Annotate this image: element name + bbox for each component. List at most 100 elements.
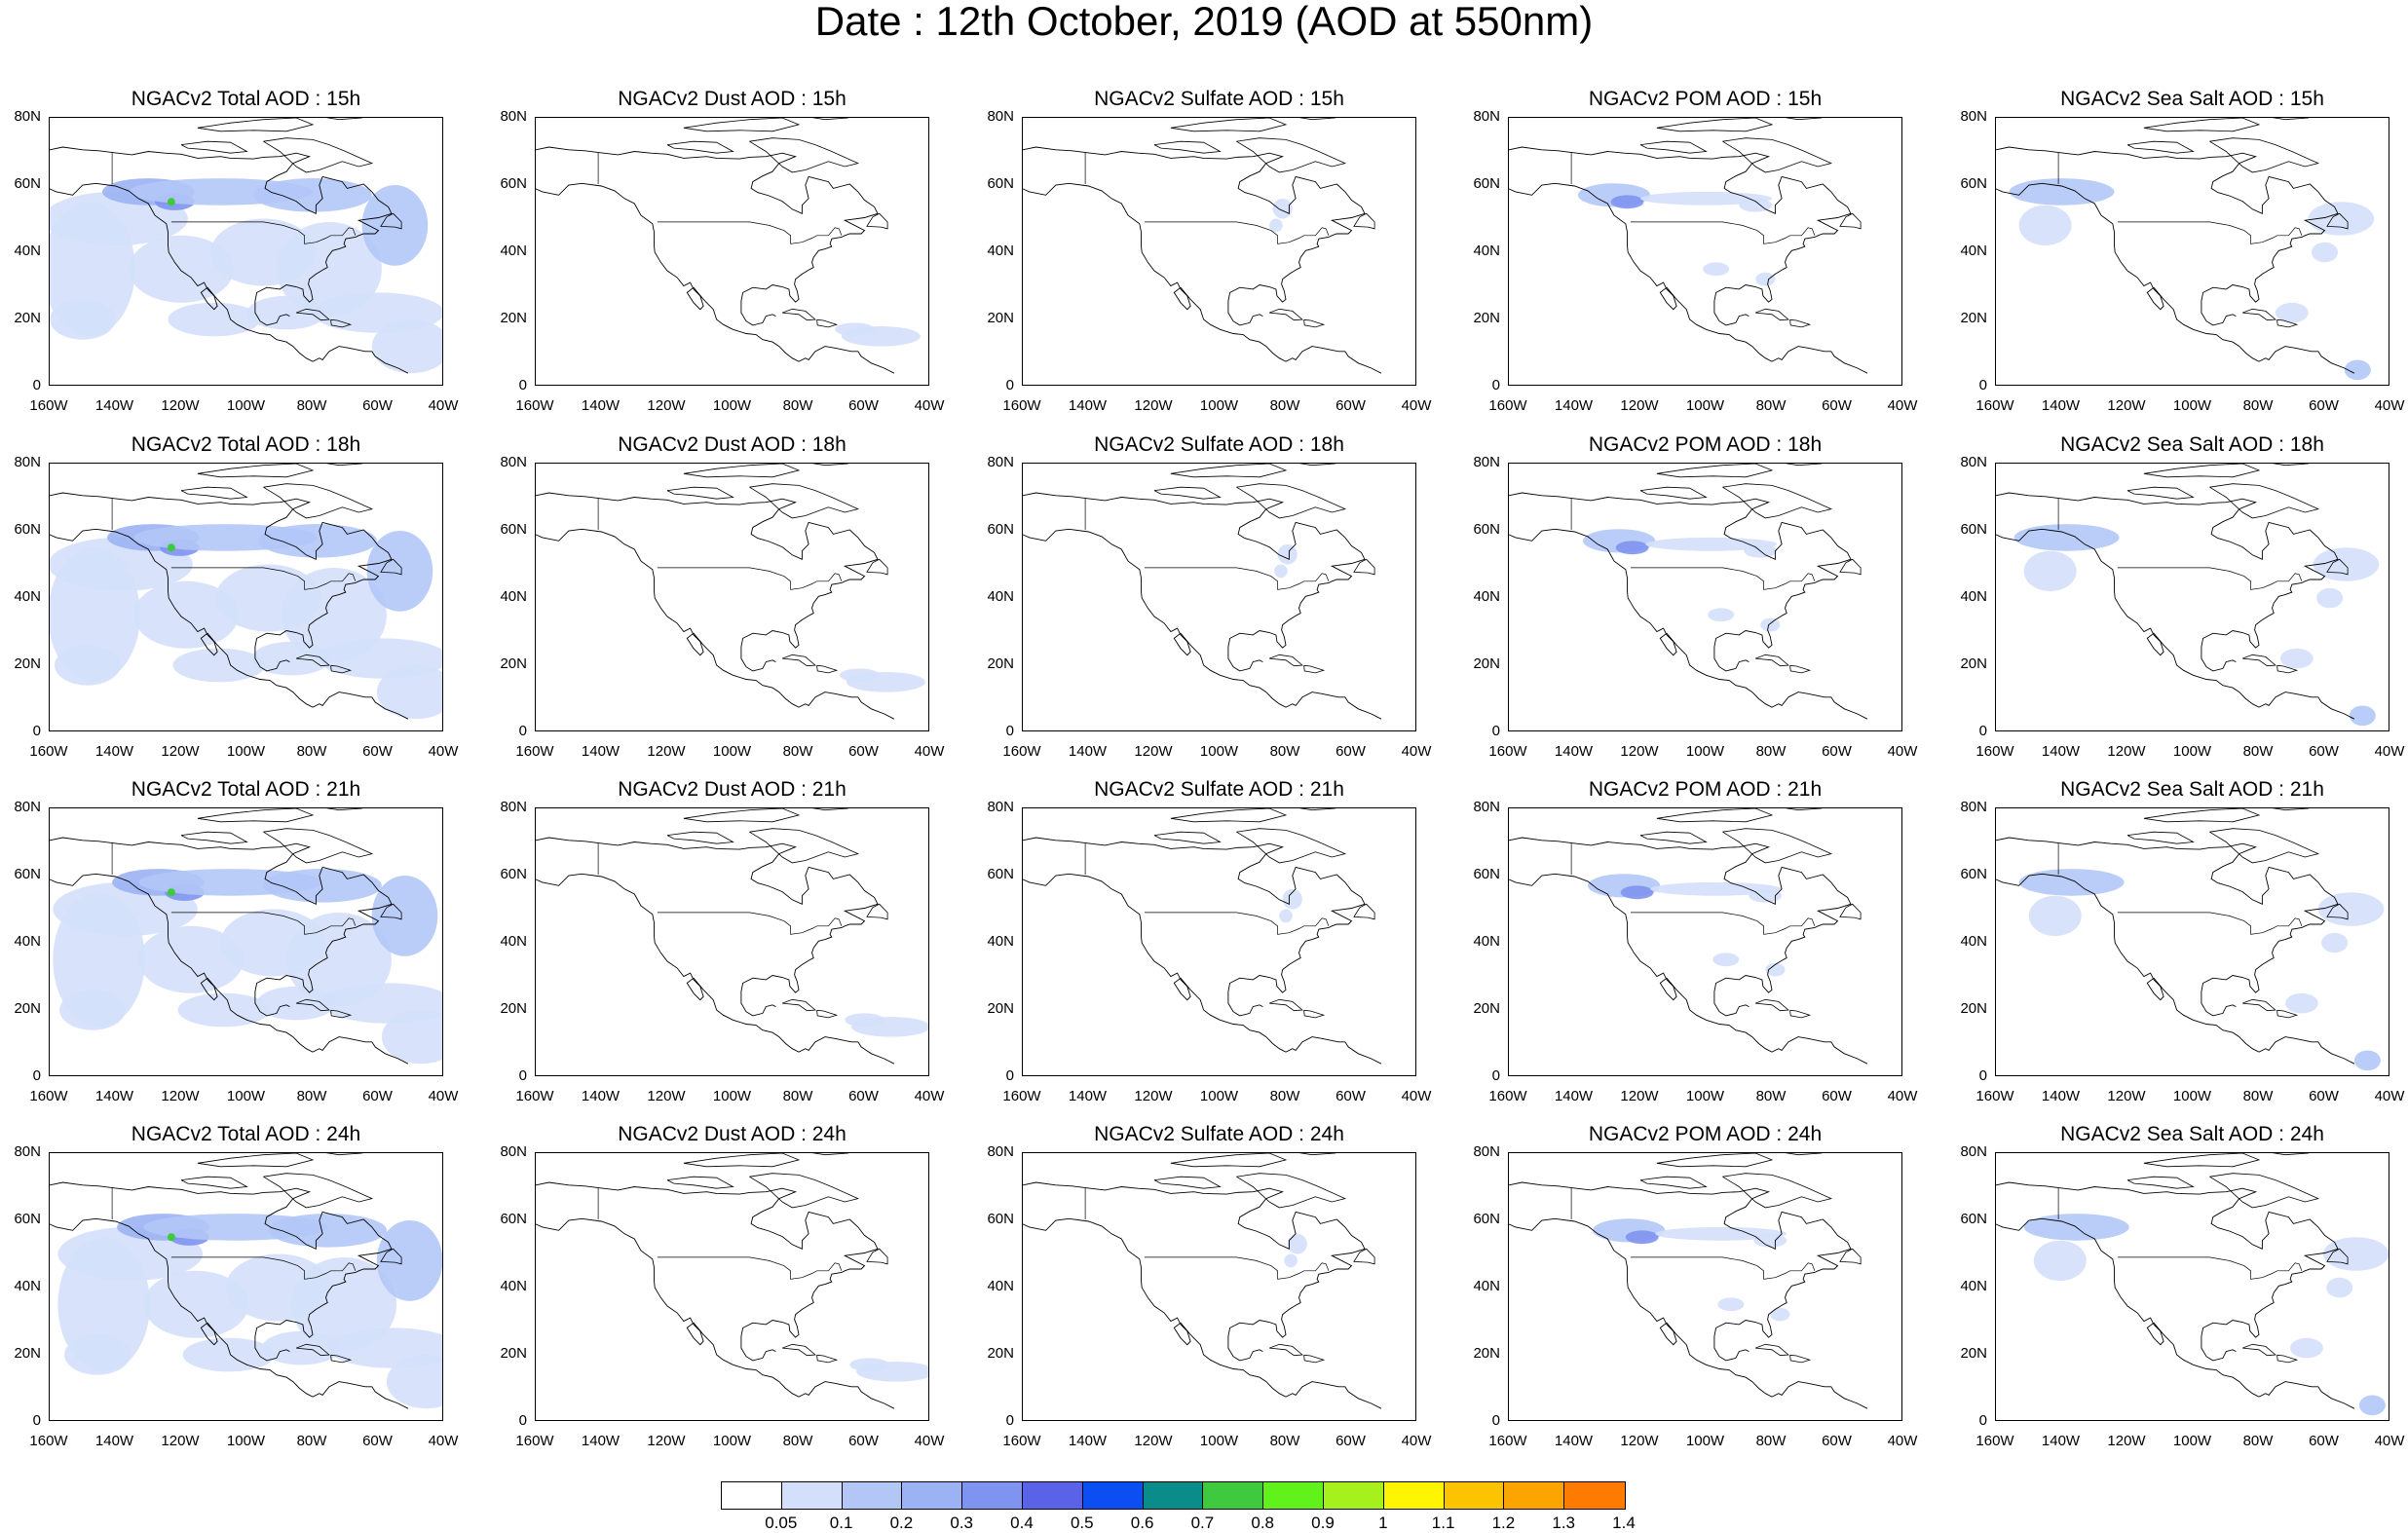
- lon-tick-label: 140W: [1554, 1433, 1594, 1449]
- country-border: [1144, 1256, 1330, 1280]
- aod-shading: [1655, 1226, 1787, 1241]
- lat-tick-label: 20N: [1473, 1345, 1500, 1362]
- lon-tick-label: 120W: [2107, 1088, 2146, 1104]
- island: [781, 654, 816, 667]
- island: [749, 137, 860, 173]
- aod-shading: [2344, 359, 2371, 381]
- aod-shading: [366, 531, 433, 612]
- island: [2143, 1153, 2261, 1168]
- lat-tick-label: 40N: [1473, 1278, 1500, 1294]
- panel-title: NGACv2 Total AOD : 24h: [131, 1123, 361, 1145]
- lon-tick-label: 80W: [782, 397, 813, 414]
- lon-tick-label: 160W: [1975, 1088, 2014, 1104]
- lon-tick-label: 120W: [161, 1433, 200, 1449]
- island: [2126, 140, 2195, 154]
- aod-shading: [1277, 543, 1298, 565]
- lon-tick-label: 80W: [1755, 743, 1787, 760]
- island: [2126, 831, 2195, 844]
- island: [2276, 1354, 2299, 1364]
- island: [1754, 654, 1789, 667]
- lat-tick-label: 80N: [1473, 1143, 1500, 1160]
- lon-tick-label: 140W: [1554, 397, 1594, 414]
- aod-shading: [246, 295, 326, 330]
- lat-tick-label: 80N: [1473, 454, 1500, 470]
- island: [666, 486, 734, 500]
- aod-shading: [2275, 302, 2309, 323]
- colorbar-label: 0.9: [1311, 1514, 1335, 1532]
- lat-tick-label: 20N: [500, 1345, 527, 1362]
- lat-tick-label: 80N: [1960, 108, 1987, 125]
- aod-shading: [2313, 547, 2380, 581]
- lat-tick-label: 60N: [500, 521, 527, 538]
- colorbar-swatch: [1022, 1482, 1083, 1509]
- island: [180, 486, 248, 500]
- aod-shading: [2349, 705, 2376, 727]
- island: [816, 1354, 839, 1364]
- lon-tick-label: 40W: [914, 397, 945, 414]
- island: [1236, 483, 1347, 519]
- island: [866, 1248, 888, 1265]
- lat-tick-label: 60N: [1960, 521, 1987, 538]
- aod-shading: [1272, 198, 1293, 219]
- lon-tick-label: 100W: [226, 397, 266, 414]
- aod-shading: [50, 299, 116, 340]
- island: [1268, 1343, 1303, 1357]
- lat-tick-label: 80N: [1960, 799, 1987, 815]
- island: [1722, 1173, 1833, 1209]
- lon-tick-label: 100W: [226, 1433, 266, 1449]
- coastline: [536, 1217, 895, 1409]
- island: [263, 483, 374, 519]
- island: [816, 318, 839, 328]
- lon-tick-label: 80W: [2242, 397, 2274, 414]
- lat-tick-label: 60N: [500, 175, 527, 192]
- island: [197, 464, 315, 478]
- lon-tick-label: 60W: [2309, 1433, 2339, 1449]
- lon-tick-label: 40W: [1401, 1088, 1432, 1104]
- lon-tick-label: 80W: [296, 1433, 327, 1449]
- lon-tick-label: 80W: [1755, 397, 1787, 414]
- coastline: [536, 1181, 879, 1362]
- aod-shading: [2353, 1050, 2381, 1071]
- aod-shading: [251, 641, 331, 676]
- island: [811, 808, 849, 811]
- island: [1298, 118, 1336, 121]
- lon-tick-label: 40W: [2374, 1088, 2405, 1104]
- colorbar-label: 1: [1378, 1514, 1388, 1532]
- lon-tick-label: 100W: [1199, 1088, 1239, 1104]
- coastline: [1023, 492, 1366, 672]
- country-border: [170, 567, 357, 590]
- island: [2241, 654, 2276, 667]
- panel-title: NGACv2 Sulfate AOD : 15h: [1094, 88, 1344, 110]
- lon-tick-label: 60W: [1336, 743, 1366, 760]
- lon-tick-label: 100W: [226, 743, 266, 760]
- lon-tick-label: 100W: [1685, 397, 1725, 414]
- lat-tick-label: 60N: [500, 866, 527, 882]
- lon-tick-label: 80W: [1755, 1433, 1787, 1449]
- colorbar: [721, 1481, 1626, 1510]
- aod-shading: [1615, 541, 1649, 555]
- lon-tick-label: 100W: [712, 397, 752, 414]
- island: [1754, 308, 1789, 321]
- panel-title: NGACv2 POM AOD : 15h: [1588, 88, 1823, 110]
- aod-shading: [2023, 550, 2077, 592]
- map-panel-total: [49, 463, 443, 731]
- aod-shading: [376, 665, 442, 720]
- country-border: [2117, 1256, 2303, 1280]
- lon-tick-label: 160W: [515, 1088, 554, 1104]
- aod-shading: [849, 1358, 889, 1372]
- lat-tick-label: 60N: [987, 1211, 1014, 1227]
- lon-tick-label: 60W: [848, 397, 879, 414]
- aod-shading: [840, 668, 880, 683]
- island: [1170, 464, 1288, 478]
- map-panel-sulfate: [1022, 117, 1416, 386]
- coastline: [536, 492, 879, 672]
- island: [2143, 808, 2261, 823]
- island: [1639, 486, 1708, 500]
- map-panel-sulfate: [1022, 807, 1416, 1076]
- aod-shading: [253, 178, 372, 212]
- lon-tick-label: 80W: [1269, 1088, 1300, 1104]
- island: [263, 1173, 374, 1209]
- aod-shading: [1708, 608, 1735, 622]
- lat-tick-label: 0: [32, 377, 41, 393]
- aod-shading: [2358, 1395, 2386, 1416]
